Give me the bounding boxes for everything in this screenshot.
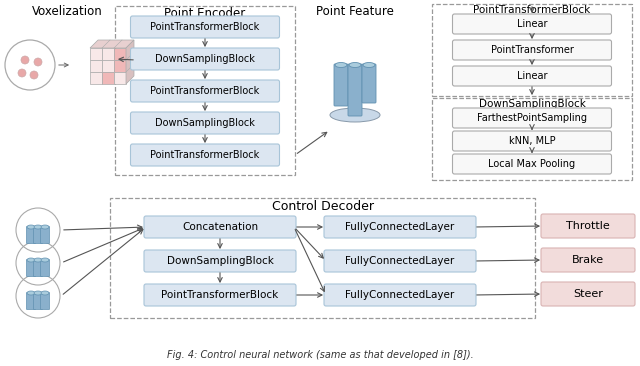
Text: Concatenation: Concatenation <box>182 222 258 232</box>
Bar <box>102 72 114 84</box>
Polygon shape <box>90 40 134 48</box>
Ellipse shape <box>330 108 380 122</box>
Text: FullyConnectedLayer: FullyConnectedLayer <box>346 256 454 266</box>
FancyBboxPatch shape <box>452 66 611 86</box>
Ellipse shape <box>349 63 361 67</box>
FancyBboxPatch shape <box>334 64 348 106</box>
Bar <box>114 48 126 60</box>
Bar <box>114 72 126 84</box>
FancyBboxPatch shape <box>131 144 280 166</box>
Text: PointTransformerBlock: PointTransformerBlock <box>474 5 591 15</box>
FancyBboxPatch shape <box>452 131 611 151</box>
Ellipse shape <box>27 258 35 262</box>
Text: DownSamplingBlock: DownSamplingBlock <box>479 99 586 109</box>
Text: FarthestPointSampling: FarthestPointSampling <box>477 113 587 123</box>
Bar <box>115 6 295 175</box>
FancyBboxPatch shape <box>541 214 635 238</box>
FancyBboxPatch shape <box>40 259 49 276</box>
Ellipse shape <box>41 225 49 229</box>
Text: Linear: Linear <box>516 19 547 29</box>
FancyBboxPatch shape <box>144 216 296 238</box>
Text: PointTransformerBlock: PointTransformerBlock <box>150 150 260 160</box>
FancyBboxPatch shape <box>144 284 296 306</box>
FancyBboxPatch shape <box>324 250 476 272</box>
FancyBboxPatch shape <box>541 248 635 272</box>
FancyBboxPatch shape <box>26 259 35 276</box>
FancyBboxPatch shape <box>541 282 635 306</box>
Ellipse shape <box>41 291 49 295</box>
FancyBboxPatch shape <box>131 16 280 38</box>
FancyBboxPatch shape <box>324 216 476 238</box>
FancyBboxPatch shape <box>452 108 611 128</box>
Bar <box>432 98 632 180</box>
Ellipse shape <box>27 225 35 229</box>
Ellipse shape <box>335 63 347 67</box>
Text: DownSamplingBlock: DownSamplingBlock <box>155 54 255 64</box>
Bar <box>432 4 632 96</box>
FancyBboxPatch shape <box>452 40 611 60</box>
Bar <box>102 60 114 72</box>
FancyBboxPatch shape <box>144 250 296 272</box>
Bar <box>110 198 535 318</box>
Text: Steer: Steer <box>573 289 603 299</box>
Ellipse shape <box>34 291 42 295</box>
Circle shape <box>30 71 38 79</box>
FancyBboxPatch shape <box>452 14 611 34</box>
FancyBboxPatch shape <box>452 154 611 174</box>
Ellipse shape <box>34 258 42 262</box>
Text: Control Decoder: Control Decoder <box>271 200 374 213</box>
Text: Brake: Brake <box>572 255 604 265</box>
Circle shape <box>21 56 29 64</box>
FancyBboxPatch shape <box>131 112 280 134</box>
Text: PointTransformerBlock: PointTransformerBlock <box>150 22 260 32</box>
FancyBboxPatch shape <box>26 292 35 310</box>
Bar <box>114 60 126 72</box>
Text: FullyConnectedLayer: FullyConnectedLayer <box>346 222 454 232</box>
Text: DownSamplingBlock: DownSamplingBlock <box>155 118 255 128</box>
Text: Throttle: Throttle <box>566 221 610 231</box>
Text: PointTransformerBlock: PointTransformerBlock <box>150 86 260 96</box>
FancyBboxPatch shape <box>33 259 42 276</box>
Ellipse shape <box>34 225 42 229</box>
Text: DownSamplingBlock: DownSamplingBlock <box>166 256 273 266</box>
Text: Point Encoder: Point Encoder <box>164 7 246 20</box>
Ellipse shape <box>41 258 49 262</box>
Text: Point Feature: Point Feature <box>316 5 394 18</box>
Text: kNN, MLP: kNN, MLP <box>509 136 556 146</box>
Bar <box>90 60 102 72</box>
Text: PointTransformer: PointTransformer <box>491 45 573 55</box>
FancyBboxPatch shape <box>348 64 362 116</box>
Text: PointTransformerBlock: PointTransformerBlock <box>161 290 278 300</box>
FancyBboxPatch shape <box>26 227 35 243</box>
FancyBboxPatch shape <box>40 227 49 243</box>
Bar <box>90 72 102 84</box>
Circle shape <box>18 69 26 77</box>
FancyBboxPatch shape <box>131 48 280 70</box>
Bar <box>102 48 114 60</box>
Circle shape <box>34 58 42 66</box>
Polygon shape <box>126 40 134 84</box>
FancyBboxPatch shape <box>33 292 42 310</box>
FancyBboxPatch shape <box>40 292 49 310</box>
Text: Linear: Linear <box>516 71 547 81</box>
FancyBboxPatch shape <box>33 227 42 243</box>
Text: Fig. 4: Control neural network (same as that developed in [8]).: Fig. 4: Control neural network (same as … <box>166 350 474 360</box>
Ellipse shape <box>363 63 375 67</box>
Text: Local Max Pooling: Local Max Pooling <box>488 159 575 169</box>
Text: Voxelization: Voxelization <box>31 5 102 18</box>
FancyBboxPatch shape <box>131 80 280 102</box>
Text: FullyConnectedLayer: FullyConnectedLayer <box>346 290 454 300</box>
Ellipse shape <box>27 291 35 295</box>
Bar <box>90 48 102 60</box>
FancyBboxPatch shape <box>324 284 476 306</box>
FancyBboxPatch shape <box>362 64 376 103</box>
